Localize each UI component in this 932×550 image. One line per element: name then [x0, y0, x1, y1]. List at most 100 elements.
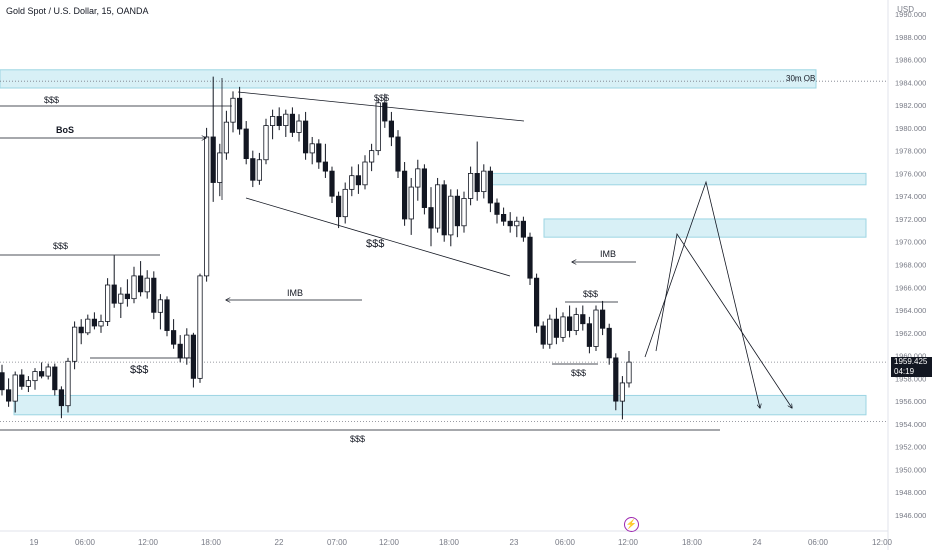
candle-body — [276, 116, 282, 126]
candle-body — [573, 314, 579, 331]
candle-body — [283, 113, 289, 126]
candle-body — [586, 323, 593, 347]
candle-body — [111, 284, 117, 304]
zone-box — [13, 394, 867, 416]
candle-body — [236, 97, 243, 130]
x-tick-label: 06:00 — [75, 538, 96, 547]
last-price-value: 1959.425 — [894, 357, 928, 366]
x-tick-label: 23 — [510, 538, 519, 547]
candle-body — [131, 275, 137, 300]
y-tick-label: 1950.000 — [895, 465, 926, 474]
y-tick-label: 1964.000 — [895, 306, 926, 315]
x-tick-label: 18:00 — [439, 538, 460, 547]
drawing-line — [237, 91, 525, 122]
candle-body — [534, 277, 540, 327]
last-price-tag: 1959.425 04:19 — [891, 357, 932, 377]
y-tick-label: 1976.000 — [895, 169, 926, 178]
y-tick-label: 1986.000 — [895, 56, 926, 65]
candle-body — [349, 175, 355, 190]
candle-body — [289, 113, 296, 133]
projection-path — [644, 180, 760, 408]
annotation-label: $$$ — [374, 93, 389, 103]
bar-countdown: 04:19 — [894, 367, 915, 376]
x-tick-label: 18:00 — [682, 538, 703, 547]
drawing-line — [245, 197, 511, 277]
candle-body — [382, 102, 388, 122]
x-tick-label: 06:00 — [555, 538, 576, 547]
candle-body — [474, 173, 480, 193]
candle-body — [428, 207, 434, 229]
candle-body — [19, 374, 25, 387]
annotation-label: IMB — [600, 249, 616, 259]
y-tick-label: 1956.000 — [895, 397, 926, 406]
y-tick-label: 1978.000 — [895, 147, 926, 156]
candle-body — [78, 326, 84, 334]
candle-body — [52, 366, 58, 391]
candle-body — [368, 150, 375, 163]
candle-body — [329, 170, 335, 197]
candle-body — [547, 318, 553, 345]
annotation-label: $$$ — [53, 241, 68, 251]
candle-body — [190, 334, 196, 379]
y-tick-label: 1960.000 — [895, 352, 926, 361]
candle-body — [157, 299, 163, 313]
candle-body — [72, 326, 78, 362]
projection-path — [655, 232, 792, 408]
candle-body — [85, 318, 91, 334]
y-tick-label: 1948.000 — [895, 488, 926, 497]
annotation-label: $$$ — [583, 289, 598, 299]
candle-body — [580, 314, 586, 325]
candle-body — [105, 284, 111, 322]
candle-body — [250, 158, 256, 181]
x-tick-label: 12:00 — [138, 538, 159, 547]
annotation-label: $$$ — [366, 238, 384, 250]
candle-body — [362, 161, 368, 186]
annotation-label: $$$ — [44, 95, 59, 105]
candle-body — [39, 371, 45, 377]
annotation-label: IMB — [287, 288, 303, 298]
lightning-icon[interactable]: ⚡ — [624, 517, 639, 532]
candle-body — [481, 170, 487, 193]
x-tick-label: 22 — [275, 538, 284, 547]
candle-body — [487, 170, 494, 204]
zone-label: 30m OB — [786, 74, 815, 83]
candle-body — [256, 159, 263, 181]
candle-body — [243, 128, 249, 160]
candle-body — [269, 116, 276, 126]
candle-body — [415, 168, 421, 188]
candle-body — [395, 136, 401, 172]
candle-body — [197, 275, 203, 379]
candle-body — [500, 213, 507, 222]
candle-body — [316, 143, 322, 163]
y-tick-label: 1970.000 — [895, 238, 926, 247]
candle-body — [606, 327, 612, 359]
candle-body — [217, 152, 223, 183]
candle-body — [118, 293, 124, 304]
candle-body — [151, 277, 157, 313]
x-tick-label: 18:00 — [201, 538, 222, 547]
candle-body — [322, 161, 329, 172]
x-tick-label: 12:00 — [872, 538, 893, 547]
y-tick-label: 1982.000 — [895, 101, 926, 110]
zone-box — [488, 172, 867, 186]
y-tick-label: 1966.000 — [895, 283, 926, 292]
candle-body — [355, 175, 362, 186]
candle-body — [335, 195, 342, 218]
annotation-label: $$$ — [350, 434, 365, 444]
x-tick-label: 19 — [30, 538, 39, 547]
candle-body — [12, 374, 18, 402]
candle-body — [408, 186, 414, 220]
candle-body — [560, 316, 566, 338]
candle-body — [342, 188, 348, 218]
candle-body — [0, 372, 5, 391]
candle-body — [309, 143, 315, 154]
annotation-label: $$$ — [130, 364, 148, 376]
x-tick-label: 12:00 — [618, 538, 639, 547]
candle-body — [177, 343, 183, 359]
candle-body — [32, 371, 38, 382]
x-tick-label: 24 — [753, 538, 762, 547]
candle-body — [626, 361, 632, 384]
y-tick-label: 1962.000 — [895, 329, 926, 338]
candle-body — [164, 299, 170, 331]
